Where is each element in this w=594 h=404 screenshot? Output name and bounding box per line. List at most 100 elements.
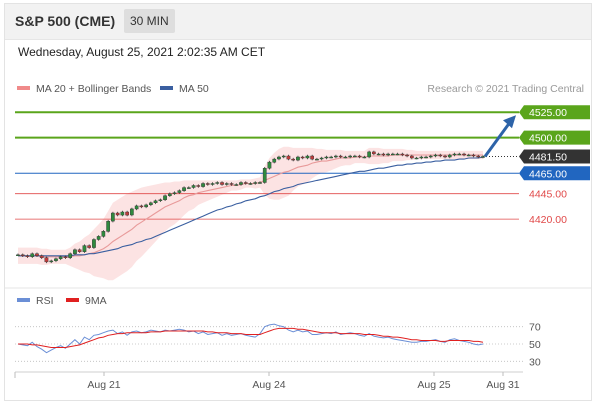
candle-body (96, 236, 101, 240)
candle-body (82, 245, 87, 252)
candle-body (205, 183, 210, 185)
level-tag-4481.50: 4481.50 (519, 149, 590, 164)
rsi-legend-label: RSI (36, 295, 54, 307)
level-tag-label: 4420.00 (529, 214, 567, 226)
candle-body (362, 156, 367, 159)
candle-body (16, 254, 20, 257)
candle-body (414, 157, 419, 160)
candle-body (372, 151, 376, 155)
ma50-legend-label: MA 50 (179, 83, 209, 95)
rsi-tick-label: 30 (529, 356, 541, 368)
forecast-arrow (483, 115, 516, 158)
candle-body (239, 182, 243, 185)
candle-body (106, 220, 110, 232)
candle-body (139, 205, 144, 208)
level-tag-label: 4465.00 (529, 168, 567, 180)
candle-body (471, 154, 476, 157)
level-tag-bg (519, 149, 590, 164)
candle-body (68, 253, 72, 258)
candle-body (234, 184, 239, 186)
candle-body (410, 155, 414, 159)
level-tag-label: 4500.00 (529, 133, 567, 145)
rsi-tick-label: 70 (529, 322, 541, 334)
candle-body (386, 153, 390, 156)
candle-body (281, 155, 286, 158)
forecast-arrow-shaft (483, 121, 512, 158)
candle-body (338, 155, 343, 158)
candle-body (357, 155, 362, 158)
rsi-ma-legend-label: 9MA (85, 295, 107, 307)
candle-body (129, 208, 134, 216)
level-tag-label: 4525.00 (529, 107, 567, 119)
candle-body (243, 182, 248, 184)
candle-body (433, 154, 438, 157)
candle-body (343, 156, 348, 159)
candle-body (400, 153, 405, 156)
candle-body (167, 193, 172, 196)
level-tag-4500.00: 4500.00 (519, 130, 590, 145)
candle-body (291, 158, 295, 161)
candle-body (148, 202, 153, 206)
candle-body (443, 155, 447, 158)
credit-label: Research © 2021 Trading Central (427, 83, 584, 95)
candle-body (30, 253, 35, 257)
candle-body (220, 182, 224, 185)
ma50-line (18, 156, 484, 257)
x-axis: Aug 21 Aug 24 Aug 25 Aug 31 (14, 372, 520, 391)
x-tick-label: Aug 21 (87, 379, 120, 391)
candle-body (447, 154, 452, 158)
rsi-legend-swatch (17, 298, 30, 302)
candle-body (87, 245, 91, 248)
rsi-panel: 70 50 30 (15, 322, 541, 368)
candle-body (272, 158, 277, 163)
candle-body (296, 156, 300, 161)
candle-body (210, 183, 215, 185)
ma20-legend-swatch (17, 86, 30, 90)
candle-body (63, 256, 68, 258)
candle-body (224, 183, 229, 185)
candle-body (39, 255, 44, 259)
candle-body (277, 156, 281, 160)
candle-body (348, 155, 352, 158)
bollinger-band-area (18, 146, 483, 281)
candle-body (25, 255, 30, 258)
rsi-ma-legend-swatch (66, 298, 79, 302)
candle-body (481, 156, 485, 158)
level-tag-label: 4445.00 (529, 189, 567, 201)
candle-body (334, 155, 338, 158)
candle-body (101, 231, 106, 237)
level-tag-bg (519, 130, 590, 145)
candle-body (20, 254, 25, 257)
forecast-arrow-head (503, 115, 516, 129)
candles (16, 150, 485, 264)
candle-body (35, 253, 39, 256)
timestamp: Wednesday, August 25, 2021 2:02:35 AM CE… (18, 45, 266, 59)
candle-body (267, 161, 272, 169)
candle-body (153, 200, 158, 204)
candle-body (329, 156, 333, 159)
x-tick-label: Aug 25 (417, 379, 450, 391)
candle-body (367, 151, 371, 158)
ma50-legend-swatch (160, 86, 173, 90)
level-tag-bg (519, 166, 590, 181)
candle-body (405, 154, 409, 157)
candle-body (391, 153, 395, 156)
candle-body (186, 187, 191, 189)
x-tick-label: Aug 31 (486, 379, 519, 391)
candle-body (196, 185, 201, 187)
candle-body (92, 239, 96, 248)
candle-body (49, 260, 54, 263)
timeframe-badge[interactable]: 30 MIN (124, 9, 175, 33)
candle-body (58, 256, 63, 259)
candle-body (262, 167, 267, 183)
candle-body (73, 249, 77, 254)
candle-body (163, 195, 167, 200)
candle-body (315, 158, 319, 161)
candle-body (120, 211, 125, 216)
candle-body (172, 192, 177, 194)
candle-body (201, 183, 205, 187)
candle-body (248, 183, 253, 185)
candle-body (462, 153, 466, 156)
chart-widget: S&P 500 (CME) 30 MIN Wednesday, August 2… (4, 3, 592, 401)
rsi-ma-line (18, 327, 484, 348)
